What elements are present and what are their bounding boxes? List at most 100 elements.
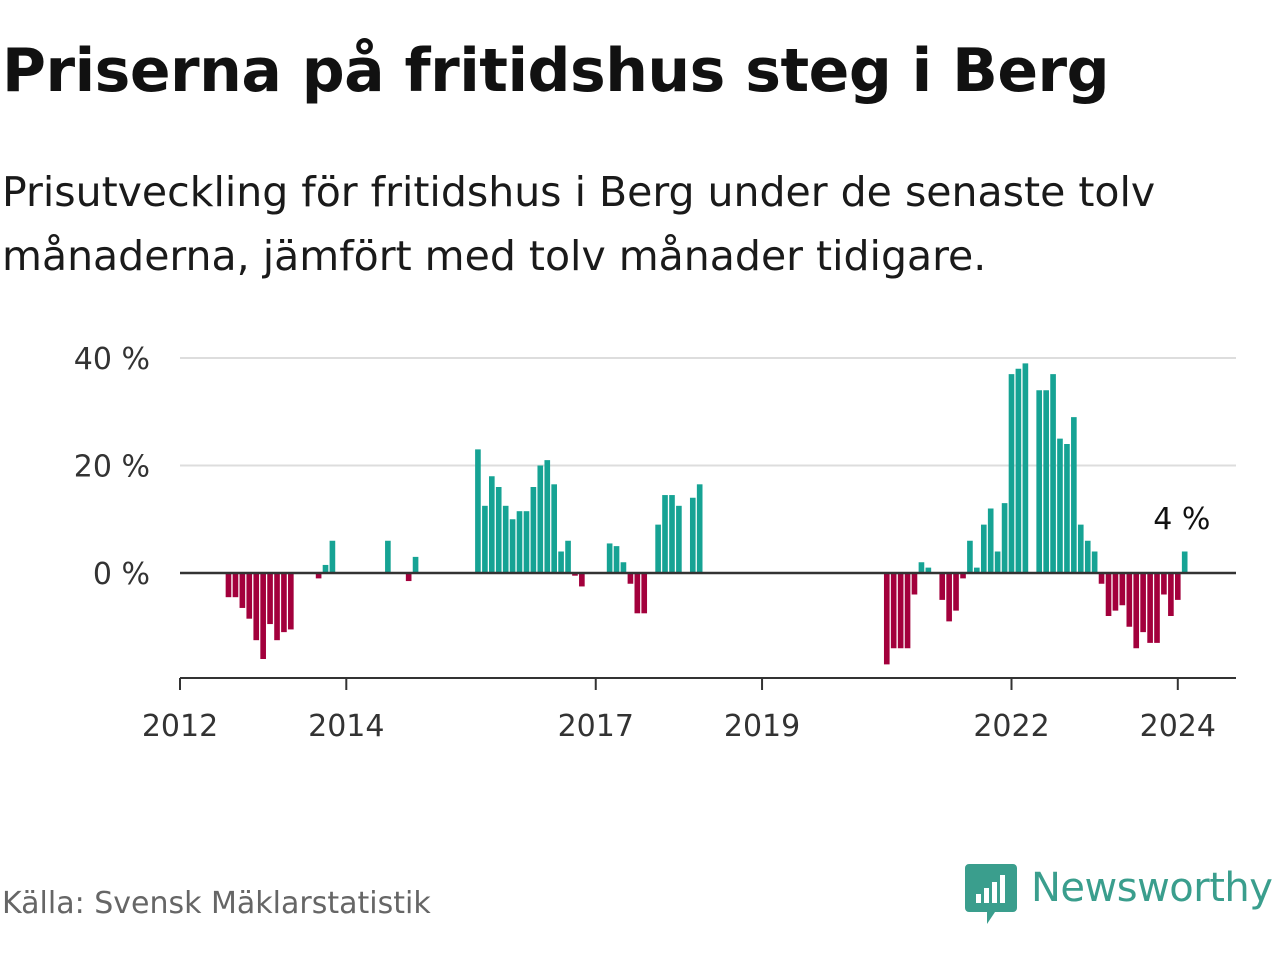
bar	[253, 573, 260, 641]
bar	[1050, 374, 1056, 574]
bar	[475, 449, 481, 574]
newsworthy-logo: Newsworthy	[965, 864, 1273, 928]
bar	[953, 573, 959, 611]
bar	[1022, 363, 1029, 574]
bar	[1168, 573, 1174, 616]
chart-subtitle: Prisutveckling för fritidshus i Berg und…	[2, 168, 1156, 280]
chart-title: Priserna på fritidshus steg i Berg	[2, 36, 1110, 106]
bar	[1126, 573, 1133, 627]
bar	[1064, 444, 1070, 573]
bar	[1091, 551, 1098, 573]
bar	[1147, 573, 1153, 643]
bar	[641, 573, 648, 614]
bar	[558, 551, 564, 573]
bar	[495, 487, 502, 573]
bar	[1161, 573, 1167, 595]
bar	[1112, 573, 1119, 611]
bar	[523, 511, 530, 573]
x-tick-label: 2024	[1140, 709, 1216, 744]
bar	[1001, 503, 1008, 574]
bar	[613, 546, 620, 574]
bar	[537, 465, 544, 573]
bar	[565, 540, 571, 573]
bar	[634, 573, 641, 614]
bar	[544, 460, 551, 574]
bar	[579, 573, 585, 587]
axes	[179, 571, 1236, 690]
bar	[1071, 417, 1077, 574]
bars	[225, 363, 1188, 665]
bar	[1008, 374, 1015, 574]
x-tick-label: 2017	[558, 709, 634, 744]
bar	[239, 573, 246, 608]
bar	[980, 524, 987, 574]
bar	[960, 573, 966, 579]
bar	[260, 573, 266, 659]
bar	[412, 556, 419, 574]
newsworthy-icon	[965, 864, 1017, 924]
bar	[689, 497, 696, 573]
bar	[1119, 573, 1126, 606]
bar	[606, 543, 613, 573]
y-tick-label: 20 %	[74, 450, 150, 485]
x-tick-label: 2014	[308, 709, 384, 744]
bar	[1098, 573, 1105, 584]
bar	[925, 567, 932, 574]
bar	[890, 573, 897, 649]
bar	[502, 505, 509, 573]
x-tick-label: 2019	[724, 709, 800, 744]
bar	[315, 573, 322, 579]
bar	[1154, 573, 1160, 643]
bar	[918, 562, 925, 573]
y-tick-label: 40 %	[74, 342, 150, 377]
bar	[1077, 524, 1084, 574]
bar	[288, 573, 294, 630]
bar	[551, 484, 557, 573]
bar	[530, 487, 537, 573]
bar	[1133, 573, 1140, 649]
bar	[225, 573, 232, 598]
bar	[655, 524, 661, 574]
bar-chart: 0 % 20 % 40 % 2012 2014 2017 2019 2022 2024 4 %	[74, 342, 1236, 744]
y-tick-label: 0 %	[93, 557, 150, 592]
bar	[696, 484, 703, 573]
bar	[1140, 573, 1146, 633]
bar	[482, 505, 488, 573]
bar	[385, 540, 391, 573]
bar	[572, 573, 578, 576]
bar	[994, 551, 1001, 573]
axis-labels: 0 % 20 % 40 % 2012 2014 2017 2019 2022 2024 4 %	[74, 342, 1216, 744]
bar	[1057, 438, 1063, 574]
bar	[967, 540, 973, 573]
bar	[974, 567, 980, 574]
bar	[911, 573, 918, 595]
bar	[246, 573, 253, 619]
x-tick-label: 2022	[973, 709, 1049, 744]
brand-name: Newsworthy	[1031, 865, 1273, 911]
bar	[946, 573, 952, 622]
bar	[1174, 573, 1181, 600]
bar	[509, 519, 516, 573]
bar	[897, 573, 904, 649]
bar	[627, 573, 634, 584]
latest-value-label: 4 %	[1153, 502, 1210, 537]
bar	[669, 495, 675, 573]
bar	[1105, 573, 1112, 616]
bar	[267, 573, 273, 625]
bar	[274, 573, 280, 641]
bar	[1181, 551, 1188, 573]
bar	[322, 564, 329, 573]
bar	[883, 573, 890, 665]
bar	[620, 562, 627, 573]
bar	[232, 573, 239, 598]
bar	[1015, 368, 1022, 573]
bar	[987, 508, 994, 573]
bar	[1043, 390, 1049, 573]
source-note: Källa: Svensk Mäklarstatistik	[2, 886, 431, 921]
bar	[662, 495, 668, 573]
bar	[1036, 390, 1042, 573]
gridlines	[180, 357, 1236, 467]
bar	[405, 573, 412, 582]
bar	[489, 476, 495, 573]
bar	[329, 540, 336, 573]
